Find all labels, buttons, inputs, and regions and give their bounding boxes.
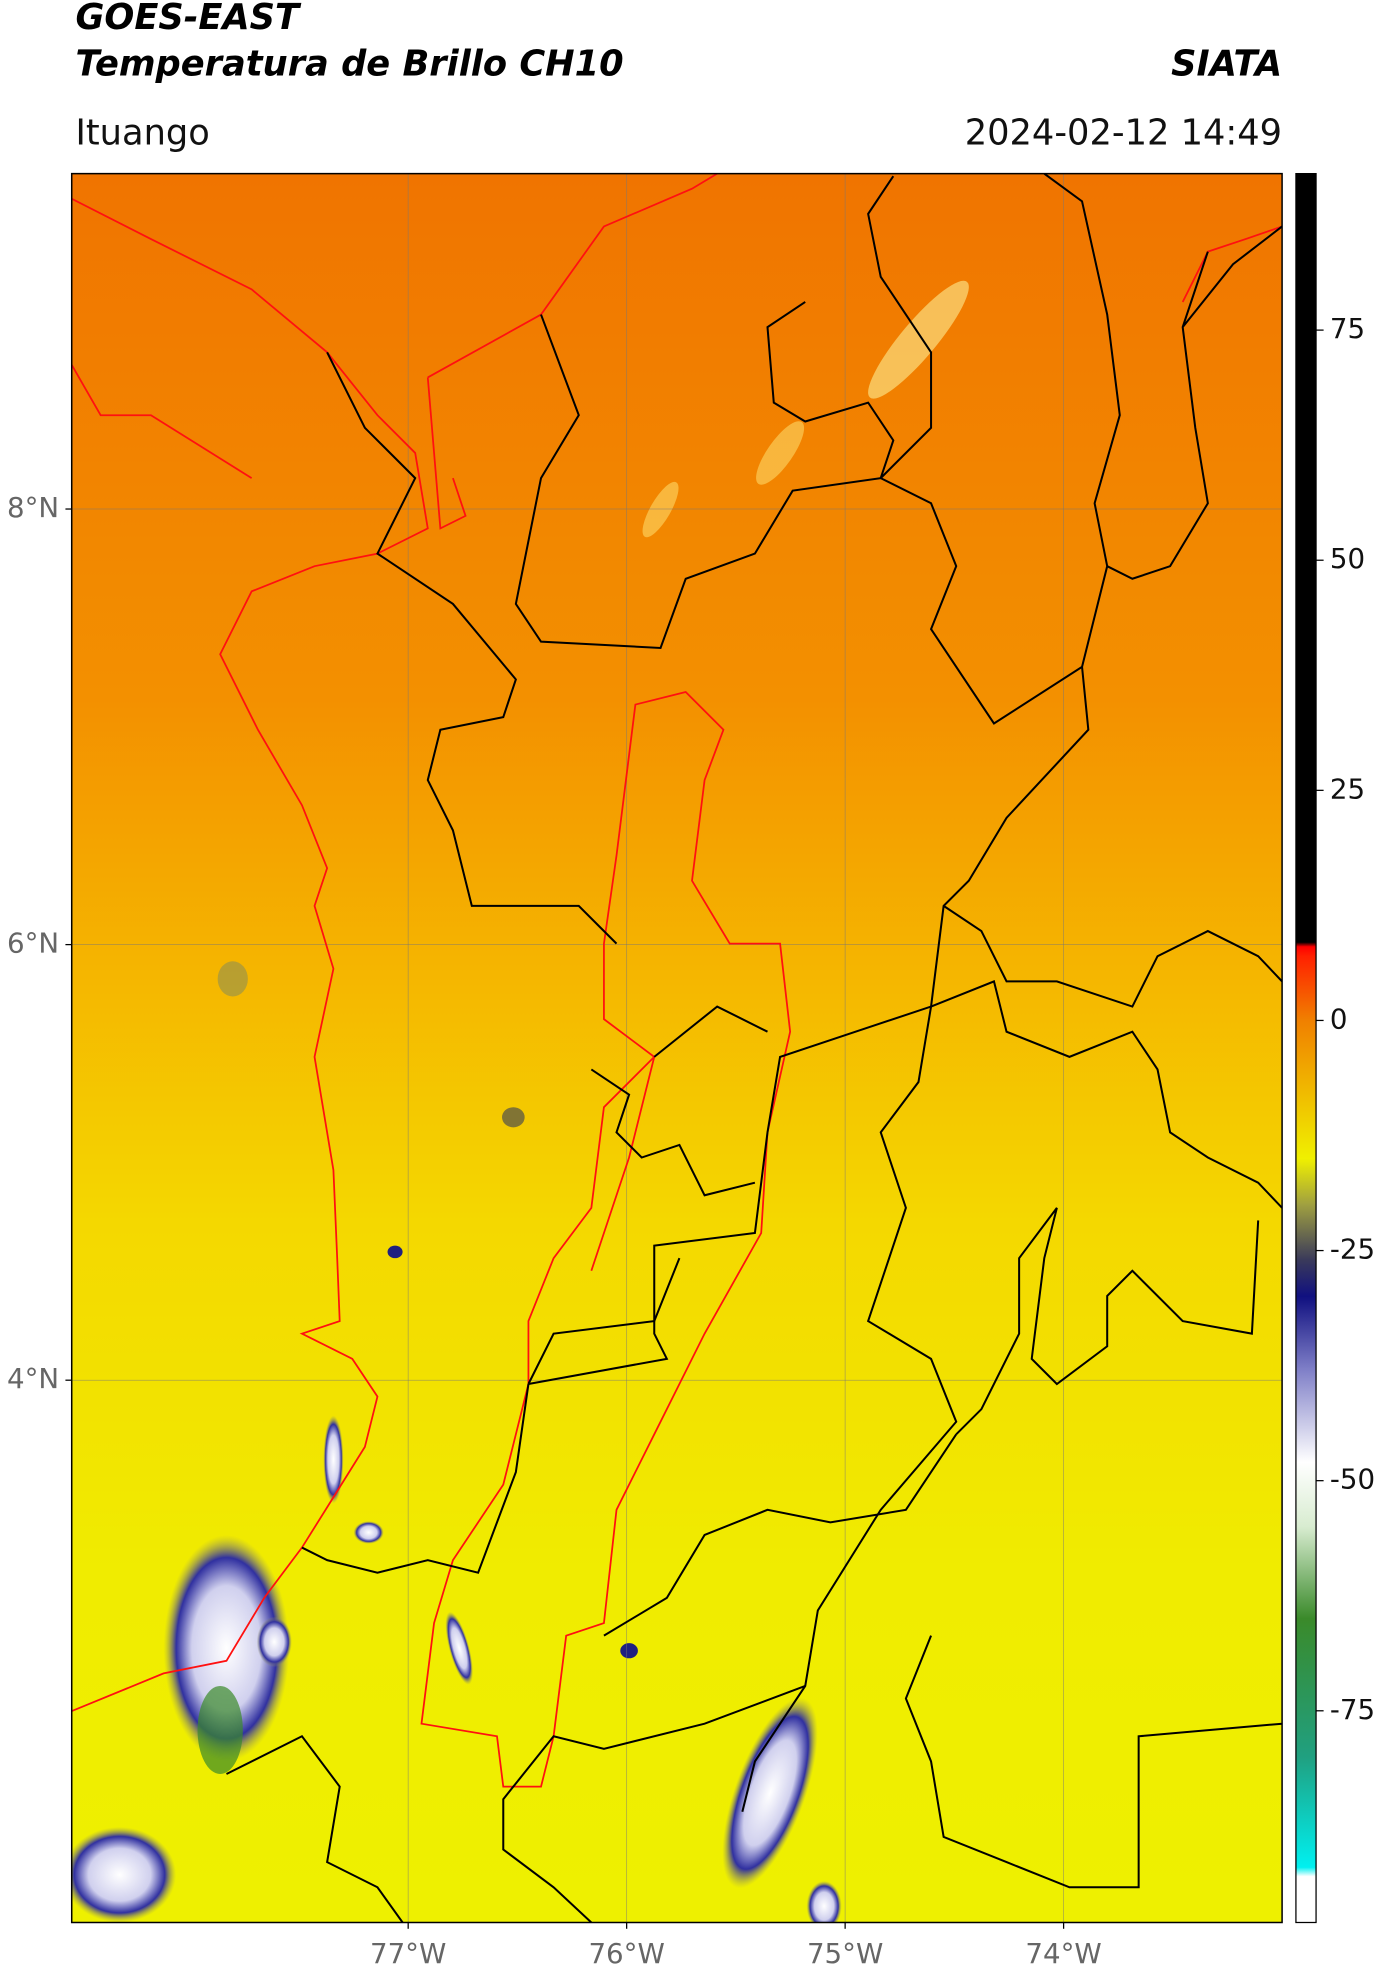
colorbar-tick-label: 25 — [1330, 772, 1365, 805]
lat-tick-label: 8°N — [7, 491, 59, 524]
colorbar — [1295, 172, 1317, 1924]
lon-tick-label: 75°W — [807, 1937, 883, 1970]
lon-tick-label: 74°W — [1025, 1937, 1101, 1970]
map-area — [71, 173, 1283, 1923]
map-frame — [70, 172, 1283, 1924]
colorbar-tick-label: 50 — [1330, 542, 1365, 575]
lon-tick-label: 76°W — [588, 1937, 664, 1970]
colorbar-tick-label: 0 — [1330, 1002, 1348, 1035]
source: SIATA — [1171, 43, 1282, 84]
colorbar-tick-label: -50 — [1330, 1463, 1375, 1496]
location: Ituango — [75, 113, 209, 154]
lat-tick-label: 6°N — [7, 927, 59, 960]
title: GOES-EAST — [75, 0, 302, 38]
lat-tick-label: 4°N — [7, 1362, 59, 1395]
clouds — [71, 961, 842, 1923]
colorbar-tick-label: -75 — [1330, 1693, 1375, 1726]
cloud-streaks — [642, 280, 969, 538]
grid-lines — [71, 173, 1283, 1923]
colorbar-tick-label: 75 — [1330, 312, 1365, 345]
datetime: 2024-02-12 14:49 — [965, 113, 1282, 154]
borders — [71, 173, 1283, 1923]
lon-tick-label: 77°W — [370, 1937, 446, 1970]
colorbar-tick-label: -25 — [1330, 1233, 1375, 1266]
subtitle: Temperatura de Brillo CH10 — [75, 43, 623, 84]
